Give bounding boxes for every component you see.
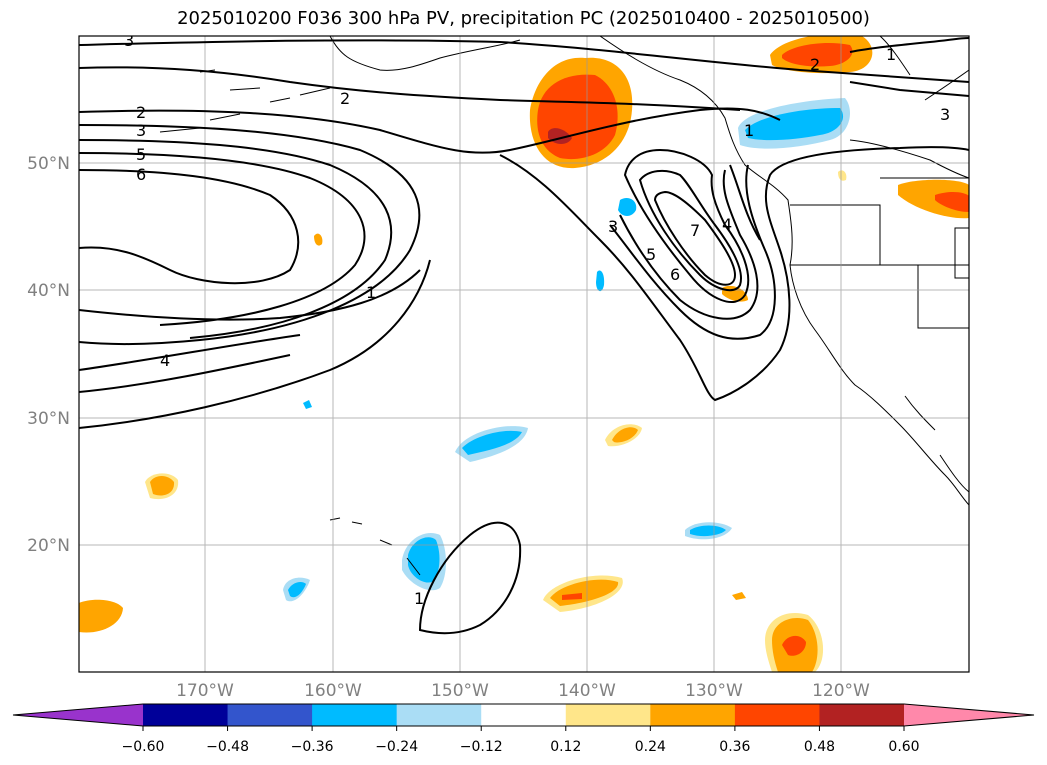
graticule [79, 36, 969, 672]
coastlines [159, 36, 969, 576]
map-frame [78, 35, 970, 673]
contour-label: 2 [136, 103, 146, 122]
contour-label: 4 [722, 215, 732, 234]
colorbar-extend-high [904, 704, 1034, 726]
lat-label: 40°N [27, 281, 70, 301]
colorbar-extend-low [13, 704, 143, 726]
lon-label: 160°W [304, 681, 362, 701]
lon-label: 140°W [558, 681, 616, 701]
contour-label: 2 [810, 55, 820, 74]
contour-label: 5 [646, 245, 656, 264]
longitude-labels: 170°W 160°W 150°W 140°W 130°W 120°W [176, 681, 870, 701]
colorbar-swatch [819, 704, 905, 726]
lon-label: 120°W [812, 681, 870, 701]
latitude-labels: 50°N 40°N 30°N 20°N [27, 154, 70, 556]
colorbar-tick-label: 0.60 [888, 739, 919, 755]
colorbar-tick-label: 0.24 [635, 739, 666, 755]
lat-label: 30°N [27, 409, 70, 429]
contour-label: 3 [940, 105, 950, 124]
lat-label: 50°N [27, 154, 70, 174]
contour-label: 3 [608, 217, 618, 236]
contour-label: 2 [340, 89, 350, 108]
lon-label: 150°W [431, 681, 489, 701]
contour-label: 1 [366, 283, 376, 302]
colorbar-swatch [481, 704, 567, 726]
lat-label: 20°N [27, 536, 70, 556]
contour-label: 6 [670, 265, 680, 284]
colorbar-tick-label: 0.36 [719, 739, 750, 755]
contour-label: 4 [160, 351, 170, 370]
lon-label: 170°W [176, 681, 234, 701]
lon-label: 130°W [685, 681, 743, 701]
contour-label: 6 [136, 165, 146, 184]
colorbar-swatch [650, 704, 736, 726]
colorbar-tick-label: −0.48 [206, 739, 249, 755]
colorbar: −0.60 −0.48 −0.36 −0.24 −0.12 0.12 0.24 0.36 0.4… [12, 703, 1035, 755]
colorbar-tick-label: 0.48 [804, 739, 835, 755]
contour-label: 3 [136, 121, 146, 140]
colorbar-swatch [565, 704, 651, 726]
colorbar-tick-label: 0.12 [550, 739, 581, 755]
contour-label: 1 [744, 121, 754, 140]
pv-contours [79, 37, 969, 635]
colorbar-swatch [312, 704, 398, 726]
colorbar-swatch [227, 704, 313, 726]
contour-label: 5 [136, 145, 146, 164]
colorbar-tick-label: −0.60 [122, 739, 165, 755]
colorbar-swatch [734, 704, 820, 726]
contour-label: 3 [124, 31, 134, 50]
colorbar-swatch [143, 704, 229, 726]
figure-title: 2025010200 F036 300 hPa PV, precipitatio… [177, 8, 870, 29]
pv-contour-labels: 3 2 2 3 5 6 4 1 3 5 6 7 4 1 2 1 3 1 [124, 31, 950, 608]
contour-label: 1 [886, 45, 896, 64]
contour-label: 1 [414, 589, 424, 608]
colorbar-tick-label: −0.12 [460, 739, 503, 755]
map-panel: 3 2 2 3 5 6 4 1 3 5 6 7 4 1 2 1 3 1 [79, 31, 969, 672]
contour-label: 7 [690, 221, 700, 240]
colorbar-tick-label: −0.24 [375, 739, 418, 755]
colorbar-swatch [396, 704, 482, 726]
colorbar-tick-label: −0.36 [291, 739, 334, 755]
